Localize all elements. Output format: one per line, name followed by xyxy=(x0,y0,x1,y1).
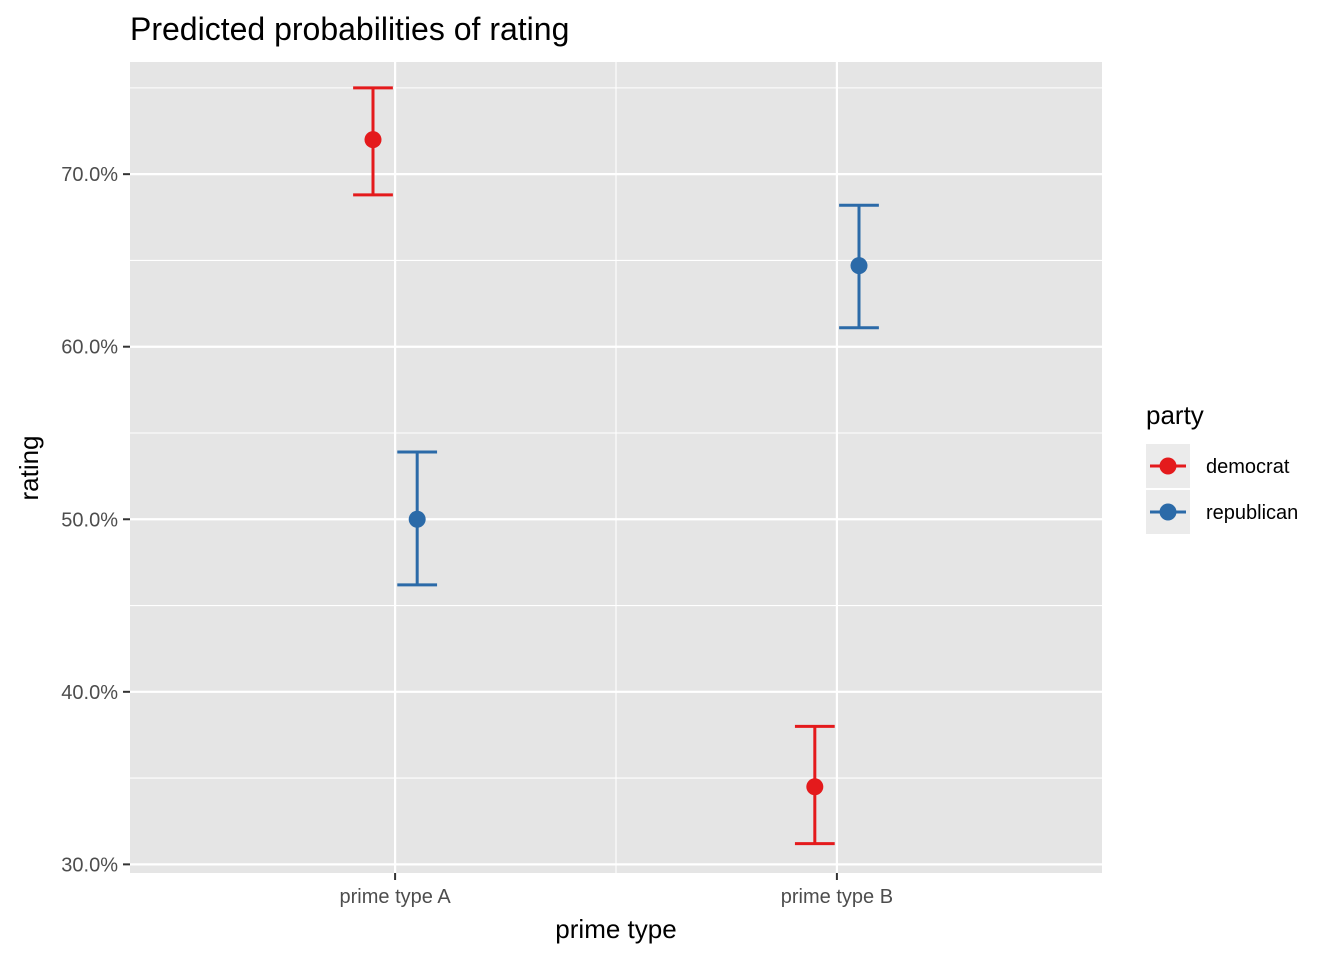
data-point xyxy=(364,131,382,149)
legend-key-point xyxy=(1159,503,1177,521)
y-tick-label: 50.0% xyxy=(61,509,118,531)
errorbar-point-republican xyxy=(839,203,879,330)
legend-title: party xyxy=(1146,400,1204,430)
legend-item-republican: republican xyxy=(1146,490,1298,534)
y-tick-label: 60.0% xyxy=(61,337,118,359)
legend-item-democrat: democrat xyxy=(1146,444,1290,488)
legend-label: republican xyxy=(1206,502,1298,524)
x-tick-label: prime type B xyxy=(781,886,893,908)
x-axis: prime type A prime type B xyxy=(340,873,893,908)
gridlines xyxy=(130,62,1102,873)
x-tick-label: prime type A xyxy=(340,886,452,908)
x-axis-title: prime type xyxy=(555,914,676,944)
legend: party democrat republican xyxy=(1146,400,1298,534)
y-axis-title: rating xyxy=(14,435,44,500)
legend-key-point xyxy=(1159,457,1177,475)
data-points xyxy=(353,86,879,846)
data-point xyxy=(850,257,868,275)
data-point xyxy=(806,778,824,796)
errorbar-point-republican xyxy=(397,450,438,587)
legend-label: democrat xyxy=(1206,456,1290,478)
data-point xyxy=(408,510,426,528)
y-tick-label: 40.0% xyxy=(61,682,118,704)
chart-title: Predicted probabilities of rating xyxy=(130,11,569,47)
errorbar-point-democrat xyxy=(353,86,393,197)
y-axis: 30.0% 40.0% 50.0% 60.0% 70.0% xyxy=(61,164,130,876)
y-tick-label: 30.0% xyxy=(61,854,118,876)
errorbar-point-democrat xyxy=(794,724,835,846)
y-tick-label: 70.0% xyxy=(61,164,118,186)
